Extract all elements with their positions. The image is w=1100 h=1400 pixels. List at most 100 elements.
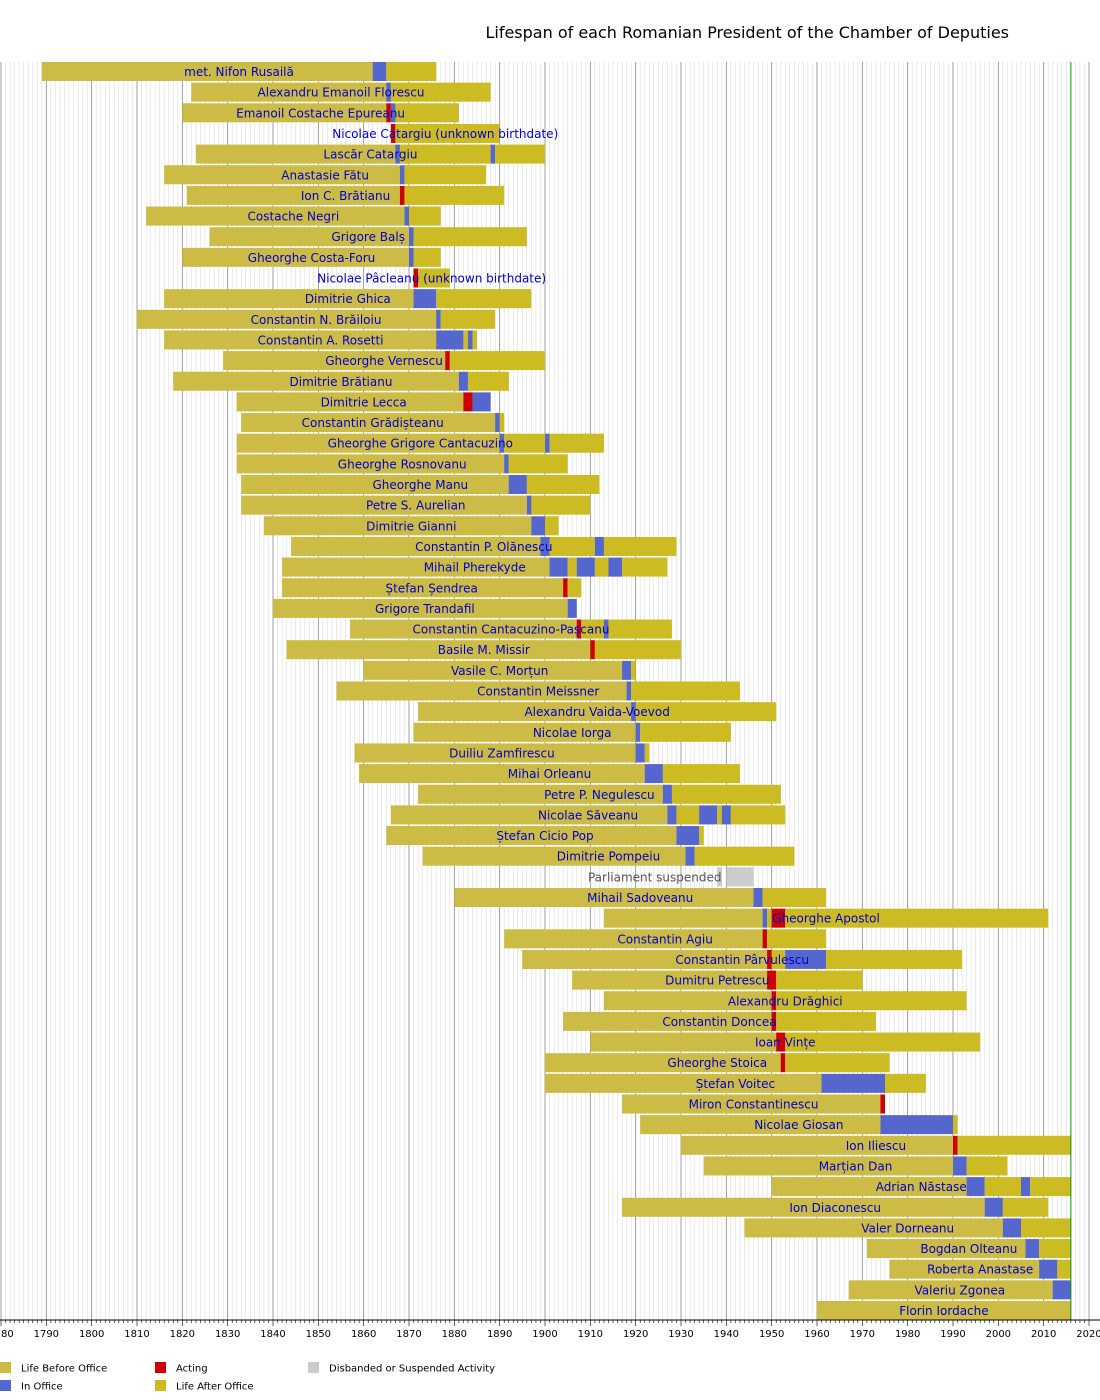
bar-segment-after: [440, 309, 496, 329]
tick-label: 1920: [623, 1329, 648, 1340]
bar-segment-office: [504, 454, 509, 474]
bar-label: Nicolae Pâcleanu (unknown birthdate): [317, 272, 546, 286]
bar-segment-before: [336, 681, 627, 701]
bar-segment-before: [195, 144, 396, 164]
legend-item-after: Life After Office: [155, 1380, 254, 1393]
bar-segment-office: [526, 495, 532, 515]
bar-segment-after: [409, 206, 441, 226]
bar-segment-after: [594, 640, 681, 660]
bar-row: Ion Diaconescu: [622, 1197, 1049, 1217]
bar-segment-office: [603, 619, 609, 639]
bar-segment-office: [635, 722, 641, 742]
bar-segment-office: [490, 144, 496, 164]
bar-segment-office: [1021, 1177, 1031, 1197]
bar-segment-office: [622, 660, 632, 680]
bar-segment-after: [676, 805, 700, 825]
bar-segment-before: [563, 1011, 772, 1031]
bar-row: Constantin P. Olănescu: [291, 536, 677, 556]
tick-label: 2020: [1076, 1329, 1100, 1340]
bar-segment-office: [676, 826, 700, 846]
bar-segment-after: [717, 805, 722, 825]
bar-segment-acting: [776, 1032, 786, 1052]
bar-label: Vasile C. Morțun: [451, 664, 548, 678]
bar-segment-office: [1002, 1218, 1021, 1238]
bar-segment-before: [603, 908, 763, 928]
bar-segment-after: [767, 929, 827, 949]
bar-row: Parliament suspended: [588, 867, 754, 887]
bar-segment-acting: [463, 392, 473, 412]
bar-segment-after: [776, 1011, 876, 1031]
bar-label: Nicolae Giosan: [754, 1118, 843, 1132]
bar-segment-after: [395, 103, 459, 123]
tick-label: 1890: [487, 1329, 512, 1340]
legend: Life Before Office In Office Acting Life Af…: [0, 1362, 495, 1393]
bar-row: Constantin Meissner: [336, 681, 740, 701]
bar-segment-acting: [771, 1011, 777, 1031]
bar-segment-before: [191, 82, 387, 102]
bar-segment-acting: [399, 185, 405, 205]
bar-segment-suspended: [726, 867, 754, 887]
bar-segment-office: [549, 557, 568, 577]
bar-segment-before: [286, 640, 591, 660]
bar-segment-acting: [563, 578, 568, 598]
bar-segment-before: [209, 227, 409, 247]
bar-segment-acting: [762, 929, 768, 949]
bar-segment-office: [667, 805, 677, 825]
bar-row: Anastasie Fătu: [164, 165, 487, 185]
bar-label: Grigore Trandafil: [375, 602, 475, 616]
bar-row: Nicolae Săveanu: [390, 805, 786, 825]
bar-segment-after: [957, 1135, 1071, 1155]
bar-segment-after: [671, 784, 781, 804]
bar-segment-before: [146, 206, 405, 226]
bar-segment-after: [413, 247, 441, 267]
tick-label: 1840: [260, 1329, 285, 1340]
bar-row: Mihai Orleanu: [359, 764, 740, 784]
bar-label: Mihail Pherekyde: [424, 561, 526, 575]
bar-segment-after: [635, 702, 777, 722]
bar-row: Dimitrie Lecca: [236, 392, 491, 412]
bar-segment-office: [880, 1115, 953, 1135]
bar-label: Gheorghe Apostol: [772, 912, 880, 926]
bar-label: Alexandru Drăghici: [728, 994, 843, 1008]
bar-segment-office: [953, 1156, 967, 1176]
bar-label: Anastasie Fătu: [281, 168, 369, 182]
bar-segment-office: [721, 805, 731, 825]
tick-label: 1780: [0, 1329, 14, 1340]
bar-segment-office: [386, 82, 391, 102]
bar-segment-before: [889, 1259, 1040, 1279]
bar-segment-before: [418, 784, 663, 804]
bar-row: Ion C. Brătianu: [186, 185, 505, 205]
bar-segment-office: [966, 1177, 985, 1197]
bar-segment-before: [681, 1135, 953, 1155]
bar-row: Ștefan Voitec: [545, 1073, 926, 1093]
bar-label: Nicolae Catargiu (unknown birthdate): [332, 127, 558, 141]
bar-segment-office: [685, 846, 695, 866]
bar-label: Nicolae Iorga: [533, 726, 612, 740]
bar-segment-after: [771, 949, 786, 969]
bar-row: Costache Negri: [146, 206, 441, 226]
bar-label: Florin Iordache: [899, 1304, 988, 1318]
bar-row: Ștefan Șendrea: [282, 578, 582, 598]
bar-label: Miron Constantinescu: [689, 1098, 819, 1112]
legend-item-acting: Acting: [155, 1362, 208, 1375]
bar-row: Nicolae Iorga: [413, 722, 731, 742]
bar-segment-after: [545, 516, 559, 536]
tick-label: 1960: [804, 1329, 829, 1340]
bar-label: Valeriu Zgonea: [915, 1283, 1006, 1297]
legend-swatch: [308, 1362, 319, 1373]
tick-label: 1970: [850, 1329, 875, 1340]
bar-segment-after: [767, 908, 772, 928]
bar-label: Valer Dorneanu: [861, 1221, 954, 1235]
bar-label: Constantin Agiu: [617, 932, 712, 946]
bar-segment-after: [984, 1177, 1021, 1197]
bar-segment-before: [241, 495, 527, 515]
bar-segment-before: [354, 743, 636, 763]
bar-segment-after: [508, 454, 568, 474]
legend-item-suspended: Disbanded or Suspended Activity: [308, 1362, 495, 1375]
legend-label: Life Before Office: [21, 1364, 107, 1375]
bar-segment-office: [821, 1073, 885, 1093]
bar-segment-acting: [953, 1135, 958, 1155]
bar-label: Dimitrie Pompeiu: [557, 850, 661, 864]
bar-label: Ștefan Cicio Pop: [496, 829, 593, 843]
bar-row: Alexandru Drăghici: [603, 991, 967, 1011]
